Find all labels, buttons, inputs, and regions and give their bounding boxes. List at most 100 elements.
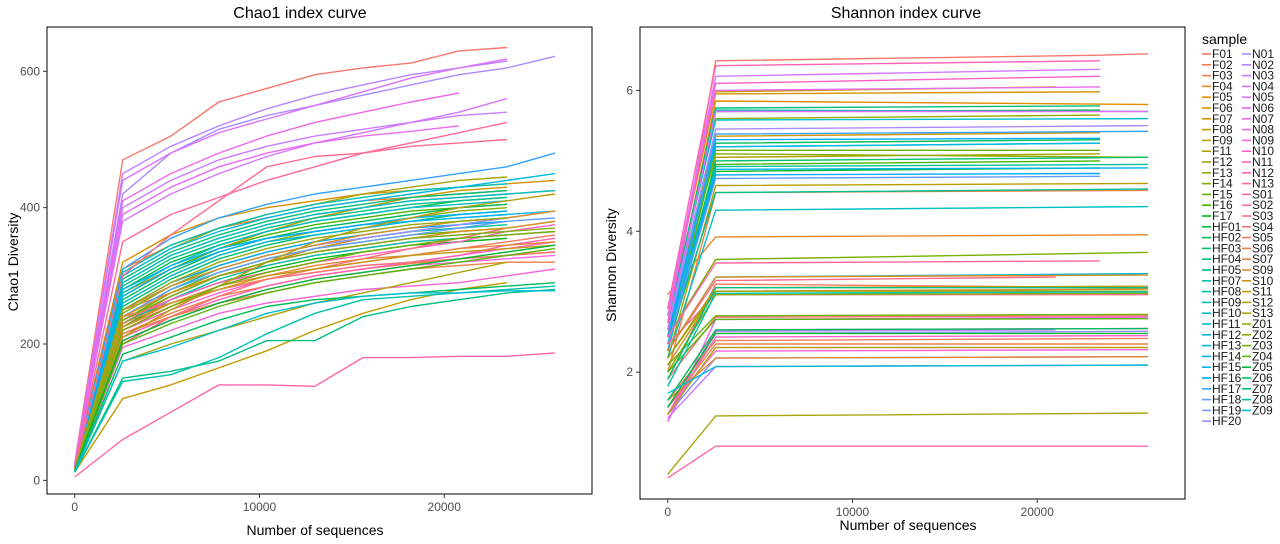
chao1-series-line-hf18 — [74, 217, 556, 470]
legend-label-n11: N11 — [1252, 155, 1273, 169]
legend-label-f05: F05 — [1212, 90, 1233, 104]
legend-label-z09: Z09 — [1252, 403, 1273, 417]
chao1-series-line-n03 — [74, 111, 508, 467]
shannon-series-line-hf17 — [667, 130, 1149, 352]
legend-label-hf03: HF03 — [1212, 241, 1242, 255]
legend-label-z04: Z04 — [1252, 349, 1273, 363]
chao1-series-line-z01 — [74, 217, 508, 470]
chao1-series-line-hf15 — [74, 210, 508, 469]
chao1-series-line-hf11 — [74, 189, 556, 469]
legend-label-hf15: HF15 — [1212, 360, 1242, 374]
legend-label-n12: N12 — [1252, 166, 1274, 180]
legend-label-s13: S13 — [1252, 306, 1274, 320]
legend-label-s04: S04 — [1252, 220, 1274, 234]
chao1-series-line-z07 — [74, 288, 556, 473]
shannon-series-line-hf04 — [667, 105, 1101, 324]
shannon-x-tick-label: 10000 — [836, 505, 870, 519]
chao1-panel: Chao1 index curve 0 10000 20000 0 200 400 600… — [5, 5, 593, 538]
shannon-series-line-n05 — [667, 110, 1149, 331]
legend-label-n05: N05 — [1252, 90, 1274, 104]
shannon-y-tick-label: 4 — [626, 224, 633, 238]
legend-label-hf17: HF17 — [1212, 382, 1242, 396]
chao1-y-axis-title: Chao1 Diversity — [5, 213, 21, 312]
legend-label-f02: F02 — [1212, 58, 1233, 72]
chao1-plot-frame — [46, 26, 593, 495]
shannon-series-line-n06 — [667, 86, 1101, 309]
chao1-series-line-z09 — [74, 290, 556, 472]
chao1-series-line-s01 — [74, 121, 508, 468]
legend-label-hf10: HF10 — [1212, 306, 1242, 320]
shannon-x-tick-label: 0 — [664, 505, 671, 519]
legend-label-hf11: HF11 — [1212, 317, 1241, 331]
chao1-series-line-z05 — [74, 244, 556, 472]
legend-label-f04: F04 — [1212, 79, 1233, 93]
chao1-lines — [74, 46, 556, 478]
chao1-series-line-n02 — [74, 60, 508, 466]
legend-label-z03: Z03 — [1252, 339, 1273, 353]
chao1-series-line-n13 — [74, 352, 556, 478]
legend-label-s10: S10 — [1252, 274, 1274, 288]
legend-label-f11: F11 — [1212, 144, 1232, 158]
chao1-y-tick-label: 200 — [20, 337, 40, 351]
shannon-series-line-hf15 — [667, 137, 1101, 338]
legend-label-n02: N02 — [1252, 58, 1274, 72]
shannon-series-line-s05 — [667, 337, 1149, 401]
legend-label-s01: S01 — [1252, 187, 1274, 201]
legend-label-hf19: HF19 — [1212, 403, 1242, 417]
legend-label-hf07: HF07 — [1212, 274, 1242, 288]
shannon-series-line-hf18 — [667, 175, 1101, 345]
shannon-y-tick-label: 6 — [626, 83, 633, 97]
legend-label-n10: N10 — [1252, 144, 1274, 158]
shannon-series-line-n10 — [667, 334, 1149, 415]
legend-label-z01: Z01 — [1252, 317, 1273, 331]
legend-items: F01F02F03F04F05F06F07F08F09F11F12F13F14F… — [1202, 47, 1274, 428]
chao1-series-line-s12 — [74, 193, 556, 470]
chao1-y-tick-label: 400 — [20, 201, 40, 215]
shannon-y-axis-title: Shannon Diversity — [603, 208, 619, 322]
shannon-panel: Shannon index curve 0 10000 20000 2 4 6 Numb… — [603, 5, 1186, 533]
legend-label-hf12: HF12 — [1212, 328, 1242, 342]
legend-label-hf18: HF18 — [1212, 393, 1242, 407]
chao1-series-line-z04 — [74, 247, 556, 472]
shannon-series-line-hf05 — [667, 188, 1149, 345]
chao1-x-axis-title: Number of sequences — [247, 522, 384, 538]
legend: sample F01F02F03F04F05F06F07F08F09F11F12… — [1202, 31, 1274, 428]
legend-label-f07: F07 — [1212, 112, 1233, 126]
legend-label-s03: S03 — [1252, 209, 1274, 223]
chao1-series-line-hf09 — [74, 183, 508, 467]
shannon-series-line-n01 — [667, 124, 1149, 331]
chao1-series-line-n12 — [74, 237, 556, 472]
legend-label-f17: F17 — [1212, 209, 1233, 223]
chao1-series-line-hf04 — [74, 189, 508, 468]
chao1-x-ticks: 0 10000 20000 — [71, 494, 461, 514]
legend-label-s09: S09 — [1252, 263, 1274, 277]
shannon-series-line-n11 — [667, 75, 1101, 324]
shannon-series-line-s13 — [667, 412, 1149, 475]
shannon-y-tick-label: 2 — [626, 365, 633, 379]
legend-label-z07: Z07 — [1252, 382, 1273, 396]
legend-label-hf01: HF01 — [1212, 220, 1242, 234]
legend-label-hf16: HF16 — [1212, 371, 1242, 385]
shannon-series-line-f09 — [667, 182, 1149, 359]
legend-label-n07: N07 — [1252, 112, 1274, 126]
legend-label-n06: N06 — [1252, 101, 1274, 115]
legend-label-hf14: HF14 — [1212, 349, 1242, 363]
chao1-series-line-hf03 — [74, 210, 508, 470]
shannon-x-tick-label: 20000 — [1021, 505, 1055, 519]
chao1-x-tick-label: 20000 — [428, 500, 462, 514]
legend-label-hf08: HF08 — [1212, 285, 1242, 299]
legend-label-f01: F01 — [1212, 47, 1233, 61]
shannon-series-line-hf10 — [667, 205, 1149, 359]
legend-label-z05: Z05 — [1252, 360, 1273, 374]
shannon-series-line-s09 — [667, 274, 1149, 352]
chao1-series-line-n04 — [74, 97, 508, 467]
chao1-series-line-n09 — [74, 268, 556, 472]
legend-label-n03: N03 — [1252, 69, 1274, 83]
chao1-y-tick-label: 600 — [20, 64, 40, 78]
legend-label-f03: F03 — [1212, 69, 1233, 83]
chao1-series-line-z03 — [74, 230, 556, 472]
shannon-lines — [667, 53, 1149, 479]
legend-label-f13: F13 — [1212, 166, 1233, 180]
chao1-series-line-hf05 — [74, 196, 508, 469]
